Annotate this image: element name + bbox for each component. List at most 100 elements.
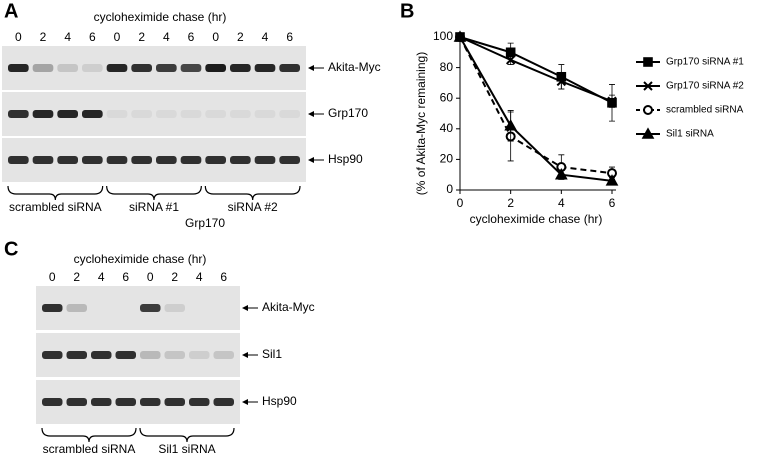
blot: [36, 286, 240, 330]
y-tick-label: 80: [440, 60, 454, 74]
group-label: scrambled siRNA: [9, 200, 102, 214]
arrow-head: [242, 352, 248, 358]
marker: [641, 127, 655, 139]
lane-label: 6: [122, 270, 129, 284]
band: [254, 110, 276, 118]
band: [8, 110, 29, 118]
y-tick-label: 60: [440, 90, 454, 104]
arrow-head: [308, 65, 314, 71]
marker: [504, 119, 518, 131]
band: [91, 351, 112, 359]
lane-label: 4: [64, 30, 71, 44]
band: [57, 64, 78, 72]
lane-label: 4: [163, 30, 170, 44]
blot-label: Akita-Myc: [328, 60, 381, 74]
lane-label: 2: [138, 30, 145, 44]
band: [213, 351, 234, 359]
legend-label: scrambled siRNA: [666, 105, 744, 116]
legend-label: Grp170 siRNA #2: [666, 81, 744, 92]
panel-label: A: [4, 0, 18, 22]
legend-label: Sil1 siRNA: [666, 129, 714, 140]
band: [66, 398, 87, 406]
lane-label: 0: [147, 270, 154, 284]
band: [230, 110, 251, 118]
marker: [607, 96, 617, 106]
band: [279, 110, 300, 118]
lane-label: 2: [171, 270, 178, 284]
marker: [643, 81, 653, 91]
panel-header: cycloheximide chase (hr): [74, 252, 207, 266]
legend-label: Grp170 siRNA #1: [666, 57, 744, 68]
series-line: [459, 36, 613, 104]
y-tick-label: 40: [440, 121, 454, 135]
group-label: siRNA #1: [129, 200, 179, 214]
x-tick-label: 6: [609, 196, 616, 210]
arrow-head: [308, 157, 314, 163]
series-line: [459, 36, 613, 103]
lane-label: 6: [220, 270, 227, 284]
band: [66, 351, 87, 359]
band: [230, 156, 251, 164]
bracket: [139, 427, 235, 443]
blot-label: Grp170: [328, 106, 368, 120]
arrow-head: [308, 111, 314, 117]
band: [164, 351, 185, 359]
band: [57, 110, 78, 118]
band: [140, 304, 161, 312]
blot-label: Akita-Myc: [262, 300, 315, 314]
blot-label: Sil1: [262, 347, 282, 361]
band: [213, 398, 234, 406]
series-line: [459, 36, 613, 175]
lane-label: 6: [89, 30, 96, 44]
marker: [453, 30, 467, 42]
x-tick-label: 4: [558, 196, 565, 210]
band: [115, 398, 136, 406]
band: [156, 64, 177, 72]
band: [140, 351, 161, 359]
lane-label: 6: [188, 30, 195, 44]
panel-label: B: [400, 0, 414, 22]
group-label: siRNA #2: [228, 200, 278, 214]
band: [205, 110, 226, 118]
band: [189, 351, 210, 359]
group-label: Grp170: [185, 216, 225, 230]
series-line: [459, 36, 613, 182]
y-tick-label: 20: [440, 152, 454, 166]
band: [140, 398, 161, 406]
band: [106, 110, 128, 118]
x-tick-label: 2: [507, 196, 514, 210]
band: [131, 156, 152, 164]
lane-label: 0: [212, 30, 219, 44]
band: [91, 398, 112, 406]
marker: [643, 57, 653, 67]
band: [189, 398, 210, 406]
y-tick-label: 0: [446, 182, 453, 196]
marker: [605, 174, 619, 186]
marker: [554, 168, 568, 180]
band: [180, 110, 202, 118]
panel-header: cycloheximide chase (hr): [94, 10, 227, 24]
x-axis-label: cycloheximide chase (hr): [470, 212, 603, 226]
band: [156, 110, 177, 118]
marker: [556, 76, 567, 87]
lane-label: 0: [15, 30, 22, 44]
band: [254, 64, 276, 72]
marker: [505, 55, 516, 65]
band: [131, 110, 152, 118]
lane-label: 2: [40, 30, 47, 44]
band: [205, 64, 226, 72]
band: [205, 156, 226, 164]
blot-label: Hsp90: [328, 152, 363, 166]
group-label: Sil1 siRNA: [158, 442, 215, 456]
y-tick-label: 100: [433, 29, 453, 43]
band: [254, 156, 276, 164]
y-axis-label: (% of Akita-Myc remaining): [414, 52, 428, 195]
group-label: scrambled siRNA: [43, 442, 136, 456]
blot-label: Hsp90: [262, 394, 297, 408]
lane-label: 2: [237, 30, 244, 44]
band: [180, 156, 202, 164]
lane-label: 6: [286, 30, 293, 44]
lane-label: 0: [49, 270, 56, 284]
band: [115, 351, 136, 359]
